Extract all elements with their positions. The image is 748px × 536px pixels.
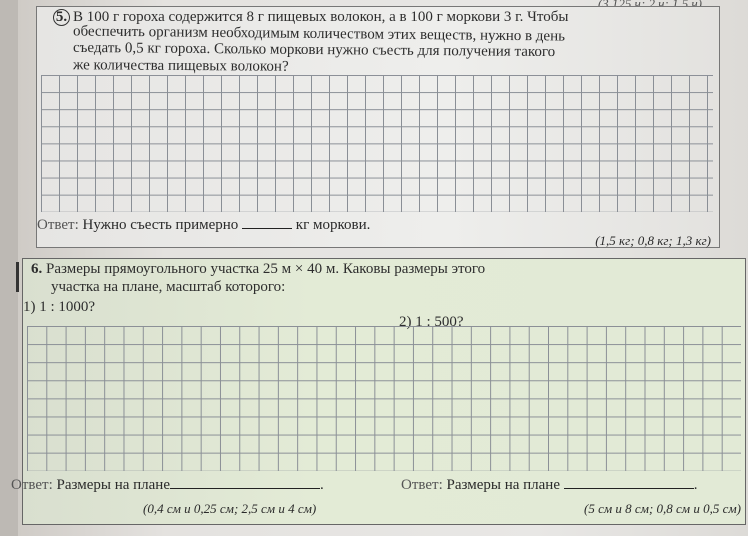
task-6-box: 6. Размеры прямоугольного участка 25 м ×… [11, 258, 746, 525]
previous-task-answer-hint: (3,125 ч; 2 ч; 1,5 ч) [598, 0, 702, 12]
task-6-answer-1: Ответ: Размеры на плане. [11, 477, 324, 493]
task-6-answer-1-blank[interactable] [170, 488, 320, 489]
task-5-number: 5. [53, 9, 70, 26]
task-6-answer-2: Ответ: Размеры на плане . [401, 477, 698, 493]
task-5-answer: Ответ: Нужно съесть примерно кг моркови. [37, 217, 371, 233]
task-6-grid[interactable] [27, 326, 741, 471]
task-6-line-1: 6. Размеры прямоугольного участка 25 м ×… [31, 261, 486, 277]
task-6-hint-1: (0,4 см и 0,25 см; 2,5 см и 4 см) [143, 501, 317, 516]
task-5-line-1: 5. В 100 г гороха содержится 8 г пищевых … [53, 9, 568, 26]
task-5-hint: (1,5 кг; 0,8 кг; 1,3 кг) [595, 233, 711, 248]
task-5-box: 5. В 100 г гороха содержится 8 г пищевых … [36, 6, 720, 248]
task-5-grid[interactable] [41, 75, 713, 212]
margin-mark [16, 262, 19, 292]
task-6-hint-2: (5 см и 8 см; 0,8 см и 0,5 см) [583, 501, 741, 516]
task-5-answer-blank[interactable] [242, 228, 293, 229]
task-6-part-1: 1) 1 : 1000? [23, 299, 96, 315]
task-6-answer-2-blank[interactable] [563, 488, 694, 489]
task-6-number: 6. [31, 261, 43, 277]
task-6-line-2: участка на плане, масштаб которого: [51, 279, 286, 295]
task-5-line-4: же количества пищевых волокон? [72, 57, 289, 75]
